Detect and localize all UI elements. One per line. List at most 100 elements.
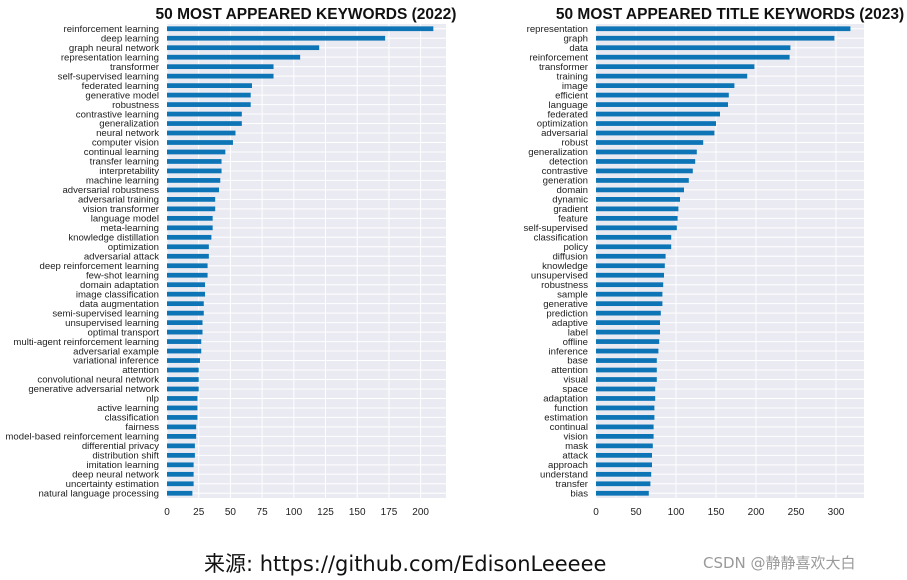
bar (167, 206, 216, 212)
category-label: imitation learning (86, 460, 159, 471)
bar (596, 367, 657, 373)
category-label: mask (565, 441, 588, 452)
x-tick-label: 125 (317, 507, 334, 518)
category-label: nlp (146, 394, 159, 405)
category-label: adversarial training (78, 195, 159, 206)
bar (596, 282, 664, 288)
bar (167, 45, 320, 51)
bar (596, 263, 665, 269)
bar (167, 140, 233, 145)
category-label: adaptive (552, 318, 588, 329)
bar (167, 339, 202, 344)
bar (167, 272, 208, 278)
bar (167, 405, 198, 411)
bar (167, 263, 208, 269)
category-label: reinforcement learning (64, 24, 159, 35)
category-label: continual (550, 422, 588, 433)
category-label: adversarial robustness (62, 185, 159, 196)
bar (596, 83, 735, 88)
category-label: domain (557, 185, 588, 196)
bar (596, 54, 790, 60)
x-tick-label: 300 (828, 507, 845, 518)
x-tick-label: 100 (668, 507, 685, 518)
bar (167, 83, 252, 88)
category-label: deep learning (101, 33, 159, 44)
bar (596, 272, 664, 278)
category-label: image (562, 81, 588, 92)
bar (167, 415, 198, 420)
bar (596, 301, 663, 307)
bar (596, 111, 720, 117)
bar (167, 253, 209, 259)
bar (596, 225, 677, 231)
bar (167, 462, 194, 468)
category-label: representation learning (61, 52, 159, 63)
x-tick-label: 50 (630, 507, 642, 518)
category-label: sample (557, 289, 588, 300)
bar (596, 26, 851, 32)
bar (596, 452, 652, 458)
category-label: efficient (555, 90, 588, 101)
bar (596, 187, 684, 193)
category-label: prediction (546, 308, 588, 319)
bar (596, 92, 729, 98)
bar (167, 320, 203, 325)
category-label: label (568, 327, 588, 338)
category-label: active learning (97, 403, 159, 414)
category-label: machine learning (86, 176, 159, 187)
bar (596, 490, 649, 496)
bar (596, 415, 655, 420)
category-label: robustness (541, 280, 588, 291)
bar (596, 159, 696, 164)
bar (596, 424, 654, 430)
bar (596, 215, 678, 221)
category-label: differential privacy (82, 441, 159, 452)
bar (167, 111, 242, 117)
category-label: language model (91, 214, 159, 225)
chart-title: 50 MOST APPEARED TITLE KEYWORDS (2023) (556, 6, 904, 23)
category-label: bias (570, 488, 588, 499)
category-label: classification (105, 413, 159, 424)
bar (596, 462, 652, 468)
category-label: generative adversarial network (28, 384, 159, 395)
category-label: transfer learning (90, 157, 159, 168)
category-label: robust (561, 138, 588, 149)
bar (167, 130, 236, 136)
bar (596, 339, 660, 344)
bar (596, 377, 657, 382)
bar (596, 471, 652, 477)
category-label: deep neural network (72, 470, 159, 481)
category-label: data augmentation (80, 299, 159, 310)
bar (596, 121, 716, 126)
category-label: attention (551, 365, 588, 376)
bar (167, 481, 194, 487)
bar (596, 291, 663, 297)
category-label: diffusion (552, 251, 588, 262)
category-label: optimization (108, 242, 159, 253)
category-label: vision (563, 432, 588, 443)
bar (167, 471, 194, 477)
x-tick-label: 250 (788, 507, 805, 518)
bar (167, 187, 219, 193)
category-label: federated (547, 109, 588, 120)
bar (167, 301, 204, 307)
x-tick-label: 0 (164, 507, 170, 518)
bar (167, 159, 222, 164)
bar (596, 140, 704, 145)
bar (596, 168, 693, 174)
bar (596, 310, 661, 316)
category-label: semi-supervised learning (52, 308, 159, 319)
category-label: space (562, 384, 588, 395)
category-label: neural network (96, 128, 159, 139)
bar (596, 234, 672, 240)
chart-2: representationgraphdatareinforcementtran… (523, 6, 904, 518)
bar (167, 92, 251, 98)
category-label: gradient (553, 204, 588, 215)
category-label: offline (563, 337, 588, 348)
category-label: knowledge distillation (68, 233, 159, 244)
bar (167, 121, 242, 126)
category-label: knowledge (542, 261, 588, 272)
category-label: natural language processing (38, 488, 159, 499)
category-label: vision transformer (83, 204, 160, 215)
bar (167, 396, 198, 401)
